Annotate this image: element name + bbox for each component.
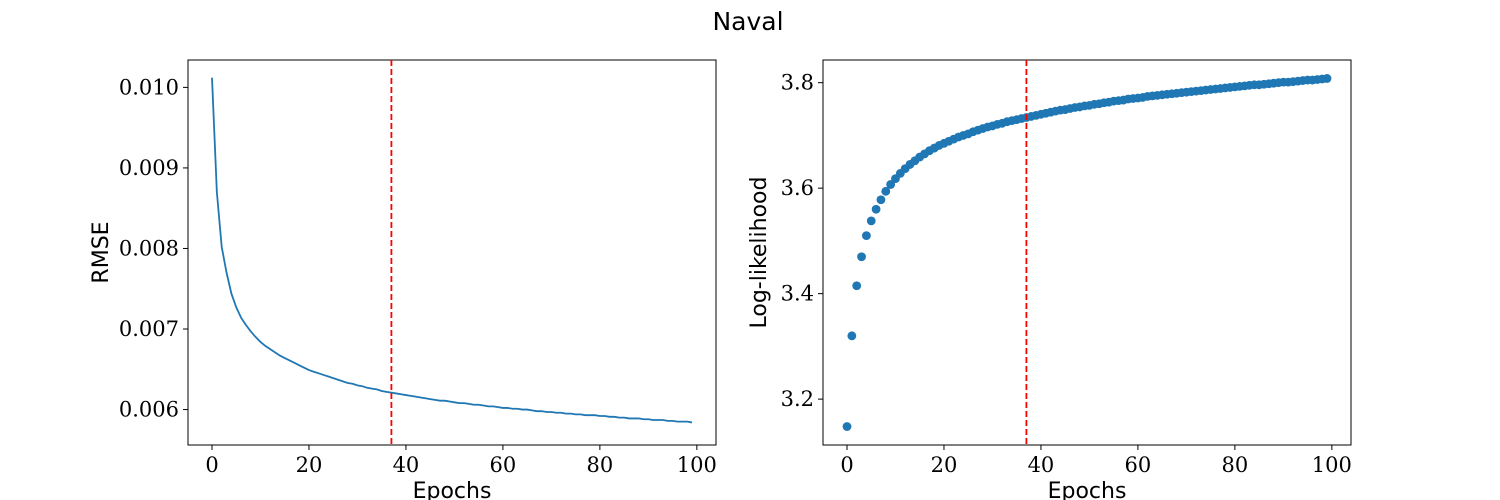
rmse-ytick-label: 0.009 bbox=[119, 156, 179, 180]
loglik-xtick-label: 20 bbox=[931, 453, 958, 477]
rmse-axes-frame bbox=[187, 59, 717, 446]
rmse-xtick-label: 40 bbox=[393, 453, 420, 477]
loglik-data-point bbox=[861, 231, 871, 241]
rmse-ytick-label: 0.010 bbox=[119, 75, 179, 99]
rmse-xtick-label: 80 bbox=[587, 453, 614, 477]
rmse-ytick-label: 0.006 bbox=[119, 398, 179, 422]
rmse-xtick-label: 100 bbox=[677, 453, 717, 477]
loglik-data-point bbox=[857, 252, 866, 262]
loglik-data-point bbox=[886, 180, 896, 189]
loglik-ytick-label: 3.2 bbox=[781, 387, 814, 411]
loglik-ytick-label: 3.8 bbox=[781, 71, 814, 95]
loglik-xtick-label: 40 bbox=[1028, 453, 1055, 477]
loglik-axes-frame bbox=[822, 59, 1352, 446]
rmse-xtick-label: 60 bbox=[490, 453, 517, 477]
loglik-data-point bbox=[852, 281, 862, 291]
loglik-ylabel: Log-likelihood bbox=[747, 176, 772, 328]
loglik-xtick-label: 60 bbox=[1125, 453, 1152, 477]
loglik-xlabel: Epochs bbox=[1048, 479, 1127, 500]
loglik-data-point bbox=[847, 331, 857, 341]
loglik-xtick-label: 80 bbox=[1222, 453, 1249, 477]
loglik-ytick-label: 3.4 bbox=[781, 282, 814, 306]
loglik-ytick-label: 3.6 bbox=[781, 176, 814, 200]
loglik-data-point bbox=[876, 195, 886, 205]
rmse-xtick-label: 20 bbox=[296, 453, 323, 477]
loglik-data-point bbox=[881, 186, 891, 196]
loglik-xtick-label: 0 bbox=[840, 453, 853, 477]
loglik-panel: 0 20 40 60 80 100 3.2 3.4 3.6 3.8 Epochs Log-likeli… bbox=[747, 59, 1352, 500]
rmse-ylabel: RMSE bbox=[89, 221, 114, 283]
loglik-data-point bbox=[871, 204, 881, 214]
rmse-ytick-label: 0.007 bbox=[119, 317, 179, 341]
rmse-xlabel: Epochs bbox=[413, 479, 492, 500]
loglik-data-point bbox=[842, 422, 852, 431]
rmse-panel: 0 20 40 60 80 100 0.006 0.007 0.008 0.009 0.010 Epo… bbox=[89, 59, 717, 500]
rmse-xtick-label: 0 bbox=[205, 453, 218, 477]
loglik-data-point bbox=[1322, 74, 1332, 83]
loglik-xtick-label: 100 bbox=[1312, 453, 1352, 477]
figure-title: Naval bbox=[712, 7, 783, 36]
rmse-ytick-label: 0.008 bbox=[119, 236, 179, 260]
rmse-series-line bbox=[211, 77, 693, 424]
loglik-data-point bbox=[866, 216, 876, 226]
